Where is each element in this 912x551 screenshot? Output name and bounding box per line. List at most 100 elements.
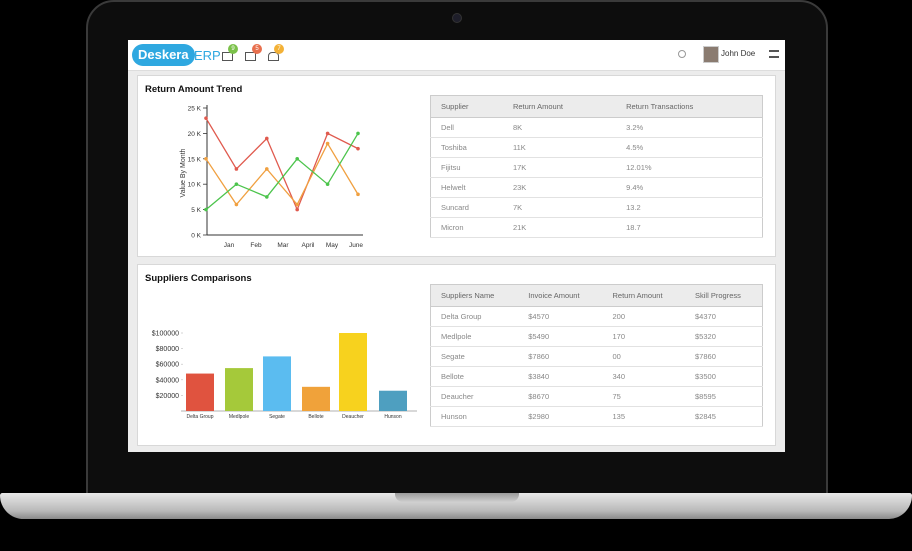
table-cell: 200 xyxy=(602,306,686,327)
data-point xyxy=(356,192,360,197)
table-cell: Helwelt xyxy=(430,177,503,198)
x-tick-label: Medlpole xyxy=(229,414,250,420)
camera xyxy=(452,13,462,23)
column-header: Invoice Amount xyxy=(518,284,603,307)
table-cell: $3500 xyxy=(685,366,763,387)
table-row: Medlpole $5490 170 $5320 xyxy=(430,326,763,347)
series-line xyxy=(205,117,359,212)
table-cell: 17K xyxy=(502,157,617,178)
table-row: Bellote $3840 340 $3500 xyxy=(430,366,763,387)
bar xyxy=(186,373,214,411)
table-cell: 21K xyxy=(502,217,617,238)
table-row: Helwelt 23K 9.4% xyxy=(430,177,763,198)
table-cell: $7860 xyxy=(685,346,763,367)
table-cell: 135 xyxy=(602,406,686,427)
table-cell: $7860 xyxy=(518,346,603,367)
table-row: Segate $7860 00 $7860 xyxy=(430,346,763,367)
series-line xyxy=(205,142,359,206)
column-header: Skill Progress xyxy=(685,284,763,307)
data-point xyxy=(325,141,330,146)
search-icon[interactable] xyxy=(678,50,686,58)
table-row: Hunson $2980 135 $2845 xyxy=(430,406,763,427)
table-cell: Fijitsu xyxy=(430,157,503,178)
table-cell: 11K xyxy=(502,137,617,158)
column-header: Return Amount xyxy=(602,284,686,307)
data-point xyxy=(356,146,360,151)
suppliers-panel: Suppliers Comparisons $20000 $40000 $60000… xyxy=(137,264,776,446)
data-point xyxy=(204,207,208,212)
table-row: Fijitsu 17K 12.01% xyxy=(430,157,763,178)
table-cell: $5320 xyxy=(685,326,763,347)
y-tick-label: $40000 xyxy=(156,377,179,384)
table-cell: Delta Group xyxy=(430,306,519,327)
y-tick-label: $100000 xyxy=(152,331,179,338)
data-point xyxy=(234,182,239,186)
table-cell: $8670 xyxy=(518,386,603,407)
table-cell: Medlpole xyxy=(430,326,519,347)
x-tick-label: June xyxy=(349,242,363,249)
column-header: Suppliers Name xyxy=(430,284,519,307)
table-cell: $5490 xyxy=(518,326,603,347)
x-tick-label: Jan xyxy=(224,242,235,249)
table-cell: 170 xyxy=(602,326,686,347)
panel-title: Return Amount Trend xyxy=(145,84,243,95)
laptop-notch xyxy=(395,493,519,502)
header-row: Suppliers Name Invoice Amount Return Amoun… xyxy=(430,284,763,307)
user-name[interactable]: John Doe xyxy=(721,49,756,58)
bar-chart: $20000 $40000 $60000 $80000 $100000 Delta Gro… xyxy=(152,331,417,420)
badge: 7 xyxy=(274,44,284,54)
data-point xyxy=(234,167,239,171)
y-tick-label: 5 K xyxy=(191,207,201,214)
x-tick-label: April xyxy=(301,242,315,249)
data-point xyxy=(234,202,239,207)
table-row: Suncard 7K 13.2 xyxy=(430,197,763,218)
series-line xyxy=(205,133,359,211)
table-cell: 8K xyxy=(502,117,617,138)
table-cell: Suncard xyxy=(430,197,503,218)
table: Suppliers Name Invoice Amount Return Amoun… xyxy=(430,284,763,427)
line-chart: 0 K 5 K 10 K 15 K 20 K 25 K Jan Feb Mar April May J… xyxy=(180,105,363,249)
table-cell: 4.5% xyxy=(616,137,763,158)
data-point xyxy=(265,136,269,141)
avatar[interactable] xyxy=(703,46,719,63)
table-cell: Hunson xyxy=(430,406,519,427)
y-tick-label: 15 K xyxy=(188,156,202,163)
table-cell: $4370 xyxy=(685,306,763,327)
column-header: Return Amount xyxy=(502,95,617,118)
y-tick-label: 10 K xyxy=(188,182,202,189)
table-cell: $2980 xyxy=(518,406,603,427)
table: Supplier Return Amount Return Transactions… xyxy=(430,95,763,238)
column-header: Supplier xyxy=(430,95,503,118)
data-point xyxy=(295,202,299,207)
table-row: Delta Group $4570 200 $4370 xyxy=(430,306,763,327)
data-point xyxy=(325,182,330,186)
table-cell: 23K xyxy=(502,177,617,198)
list-icon[interactable] xyxy=(222,52,233,61)
bar xyxy=(302,386,330,411)
table-cell: Segate xyxy=(430,346,519,367)
table-cell: 3.2% xyxy=(616,117,763,138)
table-cell: 340 xyxy=(602,366,686,387)
y-tick-label: $60000 xyxy=(156,362,179,369)
table-cell: 18.7 xyxy=(616,217,763,238)
data-point xyxy=(295,157,299,161)
table-cell: 75 xyxy=(602,386,686,407)
data-point xyxy=(325,131,330,136)
data-point xyxy=(265,167,269,171)
x-tick-label: Bellote xyxy=(308,414,324,420)
bar xyxy=(339,333,367,411)
table-cell: Deaucher xyxy=(430,386,519,407)
table-cell: 00 xyxy=(602,346,686,367)
table-cell: $8595 xyxy=(685,386,763,407)
panel-title: Suppliers Comparisons xyxy=(145,273,252,284)
menu-icon[interactable] xyxy=(769,50,779,58)
brand-logo[interactable]: Deskera xyxy=(132,44,195,66)
table-cell: Micron xyxy=(430,217,503,238)
bar xyxy=(263,356,291,411)
table-cell: Toshiba xyxy=(430,137,503,158)
bar xyxy=(379,390,407,411)
bell-icon[interactable] xyxy=(268,52,279,61)
y-tick-label: $80000 xyxy=(156,346,179,353)
badge: 5 xyxy=(252,44,262,54)
mail-icon[interactable] xyxy=(245,52,256,61)
